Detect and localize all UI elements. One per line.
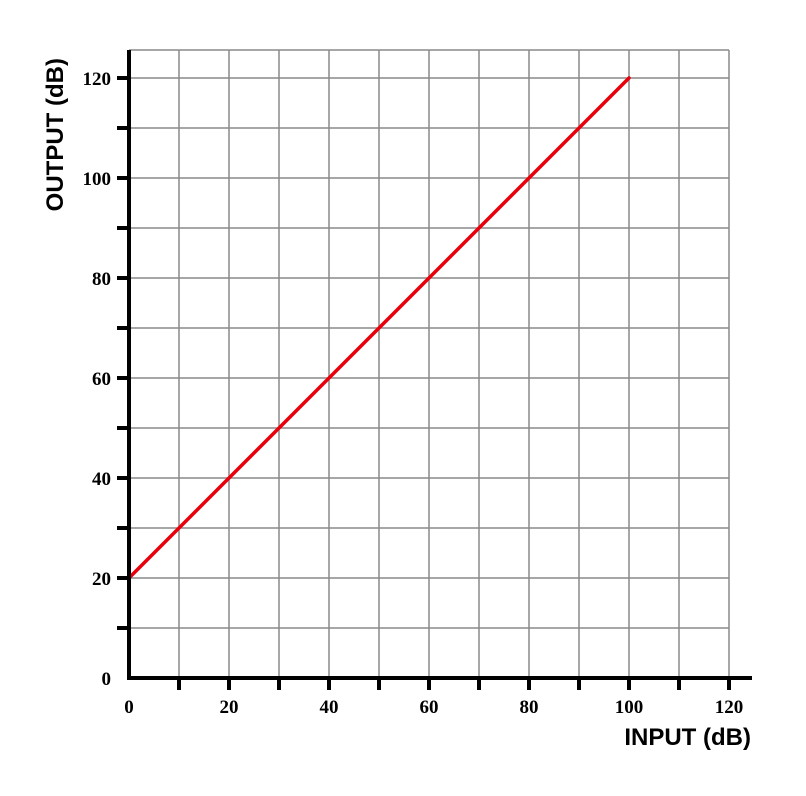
tick-labels: 0 20 40 60 80 100 120 0 20 40 60 80 100 120	[83, 69, 744, 718]
series-line	[127, 76, 631, 580]
y-tick-label: 0	[102, 669, 112, 690]
series-layer	[127, 76, 631, 580]
y-tick-label: 100	[83, 169, 112, 190]
x-axis-title: INPUT (dB)	[624, 724, 751, 751]
x-tick-label: 80	[520, 697, 539, 718]
x-tick-label: 0	[124, 697, 134, 718]
y-axis-title: OUTPUT (dB)	[42, 58, 69, 211]
ticks	[117, 76, 731, 690]
x-tick-label: 40	[320, 697, 339, 718]
x-tick-label: 20	[220, 697, 239, 718]
x-tick-label: 60	[420, 697, 439, 718]
x-tick-label: 120	[715, 697, 744, 718]
y-tick-label: 40	[92, 469, 111, 490]
y-tick-label: 20	[92, 569, 111, 590]
y-tick-label: 60	[92, 369, 111, 390]
y-tick-label: 80	[92, 269, 111, 290]
y-tick-label: 120	[83, 69, 112, 90]
grid	[129, 49, 730, 678]
axes	[127, 50, 752, 680]
x-tick-label: 100	[615, 697, 644, 718]
